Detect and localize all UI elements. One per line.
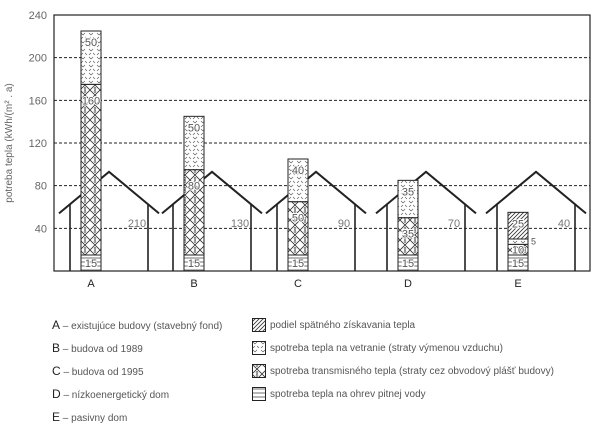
legend-letter: C xyxy=(52,364,61,378)
category-legend-item: D – nízkoenergetický dom xyxy=(52,386,169,402)
bar-value-label: 160 xyxy=(82,95,100,107)
bar-segment-ventilation xyxy=(80,30,102,85)
plot-frame xyxy=(53,14,591,272)
bar-value-label: 50 xyxy=(188,122,200,134)
bar-segment-ventilation xyxy=(397,179,419,219)
bar-value-label: 15 xyxy=(512,258,524,270)
net-value-label: 130 xyxy=(231,218,249,230)
y-axis-label: potreba tepla (kWh/(m² . a) xyxy=(4,83,15,202)
x-tick-label: A xyxy=(87,278,95,290)
bar-value-label: 80 xyxy=(188,181,200,193)
x-tick-label: E xyxy=(514,278,521,290)
bar-segment-recovery xyxy=(507,211,529,240)
house-roof xyxy=(58,170,160,215)
bar-value-label: 5 xyxy=(531,237,536,247)
legend-text: podiel spätného získavania tepla xyxy=(270,320,416,331)
category-legend-item: E – pasivny dom xyxy=(52,409,127,425)
legend-text: spotreba tepla na vetranie (straty výmen… xyxy=(270,343,503,354)
bar-value-label: 40 xyxy=(292,165,304,177)
bar-value-label: 35 xyxy=(402,186,414,198)
legend-letter: B xyxy=(52,341,61,355)
y-tick-label: 40 xyxy=(35,223,47,235)
category-legend-item: A – existujúce budovy (stavebný fond) xyxy=(52,317,222,333)
legend-text: spotreba transmisného tepla (straty cez … xyxy=(270,366,554,377)
legend-text: – budova od 1995 xyxy=(63,367,144,378)
bar-value-label: 10 xyxy=(512,245,524,257)
y-tick-label: 240 xyxy=(29,10,47,22)
legend-swatch-transmission xyxy=(252,364,266,378)
legend-text: – nízkoenergetický dom xyxy=(63,390,170,401)
legend-swatch-water xyxy=(252,387,266,401)
bar-value-label: 15 xyxy=(402,258,414,270)
net-value-label: 70 xyxy=(448,218,460,230)
house-roof xyxy=(161,170,263,215)
x-tick-label: B xyxy=(190,278,197,290)
y-tick-label: 80 xyxy=(35,181,47,193)
net-value-label: 90 xyxy=(338,218,350,230)
y-tick-label: 120 xyxy=(29,138,47,150)
house-roof xyxy=(485,170,587,215)
net-value-label: 210 xyxy=(128,218,146,230)
bar-segment-ventilation xyxy=(287,158,309,203)
y-tick-label: 160 xyxy=(29,95,47,107)
bar-segment-ventilation xyxy=(183,115,205,171)
bar-value-label: 50 xyxy=(292,213,304,225)
bar-value-label: 25 xyxy=(512,218,524,230)
bar-segment-transmission xyxy=(287,201,309,256)
y-tick-label: 200 xyxy=(29,53,47,65)
x-tick-label: D xyxy=(404,278,412,290)
category-legend-item: B – budova od 1989 xyxy=(52,340,143,356)
bar-segment-transmission xyxy=(80,83,102,256)
bar-value-label: 15 xyxy=(188,258,200,270)
bar-value-label: 15 xyxy=(85,258,97,270)
house-roof xyxy=(375,170,477,215)
legend-letter: E xyxy=(52,410,61,424)
legend-text: – existujúce budovy (stavebný fond) xyxy=(62,321,223,332)
bar-segment-ventilation xyxy=(507,238,529,245)
bar-value-label: 50 xyxy=(85,37,97,49)
legend-text: – budova od 1989 xyxy=(62,344,143,355)
legend-text: spotreba tepla na ohrev pitnej vody xyxy=(270,389,426,400)
chart: 210 130 90 70 40 15 160 50 15 80 50 15 50 40 15 35 35 15… xyxy=(4,10,591,290)
house-roof xyxy=(265,170,367,215)
net-value-label: 40 xyxy=(558,218,570,230)
x-tick-label: C xyxy=(294,278,302,290)
legend-letter: D xyxy=(52,387,61,401)
legend-letter: A xyxy=(52,318,61,332)
bar-value-label: 35 xyxy=(402,229,414,241)
legend-text: – pasivny dom xyxy=(62,413,128,424)
category-legend-item: C – budova od 1995 xyxy=(52,363,144,379)
bar-value-label: 15 xyxy=(292,258,304,270)
legend-swatch-recovery xyxy=(252,318,266,332)
legend-swatch-ventilation xyxy=(252,341,266,355)
